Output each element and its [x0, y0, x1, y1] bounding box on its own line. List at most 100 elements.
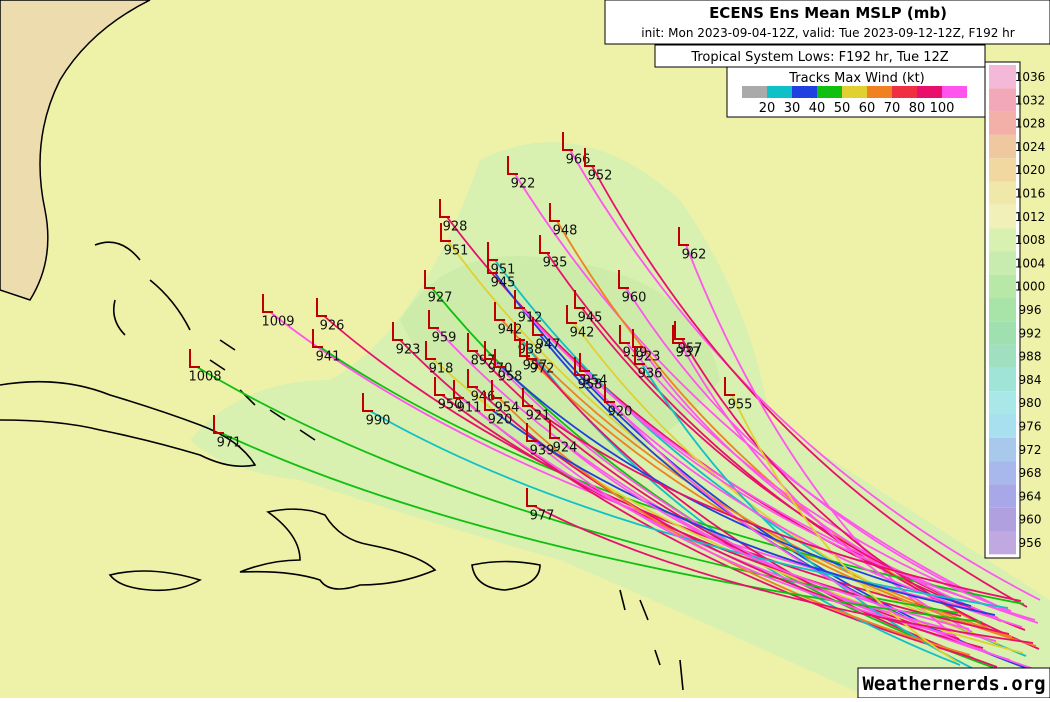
- pressure-swatch: [989, 391, 1016, 415]
- low-pressure-label: 950: [438, 398, 463, 413]
- pressure-label: 960: [1019, 513, 1042, 527]
- low-pressure-label: 945: [491, 276, 516, 291]
- storm-track: [586, 370, 1036, 621]
- low-pressure-label: 970: [488, 362, 513, 377]
- low-flag: [491, 380, 502, 399]
- low-pressure-label: 921: [526, 409, 551, 424]
- pressure-swatch: [989, 134, 1016, 159]
- low-pressure-label: 920: [608, 405, 633, 420]
- low-flag: [724, 377, 735, 396]
- low-flag: [678, 227, 689, 246]
- low-pressure-label: 962: [682, 248, 707, 263]
- low-flag: [579, 353, 590, 372]
- coastlines: [0, 241, 684, 691]
- storm-track: [679, 342, 973, 633]
- low-pressure-label: 923: [636, 350, 661, 365]
- low-pressure-label: 926: [320, 319, 345, 334]
- storm-track: [319, 346, 1025, 605]
- pressure-label: 1012: [1015, 210, 1046, 224]
- wind-swatch: [767, 86, 792, 98]
- pressure-swatch: [989, 298, 1016, 322]
- storm-track: [501, 366, 972, 607]
- pressure-label: 1004: [1015, 256, 1046, 270]
- low-pressure-label: 897: [471, 354, 496, 369]
- low-flag: [484, 341, 495, 360]
- low-pressure-label: 954: [495, 401, 520, 416]
- storm-track: [611, 401, 1035, 670]
- storm-track: [323, 315, 962, 617]
- pressure-swatch: [989, 65, 1016, 89]
- pressure-label: 984: [1019, 373, 1042, 387]
- pressure-label: 972: [1019, 443, 1042, 457]
- low-pressure-label: 955: [728, 398, 753, 413]
- storm-track: [573, 322, 1000, 645]
- cuba: [0, 380, 257, 468]
- low-flag: [362, 393, 373, 412]
- low-pressure-label: 971: [217, 436, 242, 451]
- low-pressure-label: 990: [366, 414, 391, 429]
- storm-track: [533, 505, 1034, 644]
- storm-track: [196, 366, 959, 614]
- pressure-swatch: [989, 484, 1016, 508]
- storm-track: [491, 409, 996, 616]
- pressure-swatch: [989, 181, 1016, 205]
- pressure-swatch: [989, 437, 1016, 462]
- low-flag: [424, 270, 435, 289]
- wind-label: 20: [759, 101, 776, 116]
- low-flag: [574, 357, 585, 376]
- pressure-label: 1020: [1015, 163, 1046, 177]
- pressure-swatch: [989, 158, 1016, 182]
- pressure-swatch: [989, 367, 1016, 392]
- wind-swatch: [917, 86, 942, 98]
- pressure-swatch: [989, 111, 1016, 135]
- low-flag: [584, 148, 595, 167]
- low-flag: [618, 270, 629, 289]
- low-pressure-label: 918: [429, 362, 454, 377]
- storm-track: [514, 173, 1015, 615]
- storm-track: [533, 358, 998, 668]
- low-flag: [484, 392, 495, 411]
- storm-track: [641, 363, 985, 675]
- pressure-label: 1008: [1015, 233, 1046, 247]
- low-flag: [566, 305, 577, 324]
- wind-label: 80: [909, 101, 926, 116]
- low-flag: [514, 290, 525, 309]
- pressure-swatch: [989, 344, 1016, 368]
- pressure-swatch: [989, 321, 1016, 345]
- header-box: [604, 0, 1050, 45]
- pressure-label: 1032: [1015, 93, 1046, 107]
- wind-label: 30: [784, 101, 801, 116]
- pressure-label: 956: [1019, 536, 1042, 550]
- low-pressure-label: 1009: [261, 315, 294, 330]
- wind-swatch: [942, 86, 967, 98]
- low-flag: [532, 317, 543, 336]
- lesser-antilles: [619, 589, 684, 691]
- pressure-label: 996: [1019, 303, 1042, 317]
- low-flag: [549, 203, 560, 222]
- wind-swatch: [742, 86, 767, 98]
- low-flag: [316, 298, 327, 317]
- low-flag: [526, 423, 537, 442]
- pressure-label: 976: [1019, 420, 1042, 434]
- low-flag: [507, 156, 518, 175]
- low-pressure-label: 947: [536, 338, 561, 353]
- low-flag: [428, 310, 439, 329]
- wind-label: 40: [809, 101, 826, 116]
- pressure-label: 1028: [1015, 117, 1046, 131]
- low-flag: [494, 349, 505, 368]
- wind-swatch: [792, 86, 817, 98]
- low-pressure-label: 958: [578, 378, 603, 393]
- low-pressure-label: 951: [444, 244, 469, 259]
- pressure-swatch: [989, 251, 1016, 275]
- low-flag: [312, 329, 323, 348]
- subtitle: init: Mon 2023-09-04-12Z, valid: Tue 202…: [641, 26, 1014, 40]
- low-pressure-label: 957: [523, 359, 548, 374]
- low-flag: [425, 341, 436, 360]
- low-flag: [440, 223, 451, 242]
- low-pressure-label: 942: [498, 323, 523, 338]
- low-flag: [674, 321, 685, 340]
- low-pressure-label: 942: [570, 326, 595, 341]
- low-flag: [392, 322, 403, 341]
- pressure-swatch: [989, 531, 1016, 555]
- wind-legend: 20 30 40 50 60 70 80 100: [742, 86, 967, 116]
